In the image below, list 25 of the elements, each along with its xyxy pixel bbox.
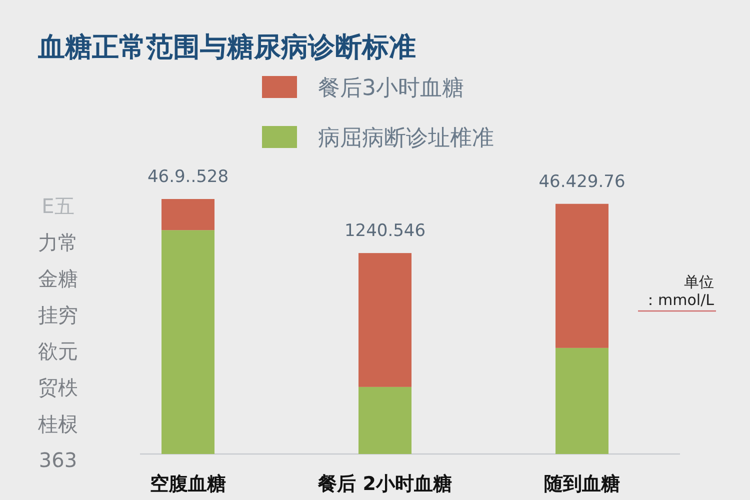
text: 桂棂 [37,412,78,436]
text: 单位 [684,273,714,291]
chart-title: 血糖正常范围与糖尿病诊断标准 [37,32,416,63]
text: 363 [38,448,78,472]
text: 46.429.76 [538,172,626,192]
text: 金糖 [38,266,78,291]
bar [358,386,412,454]
bar [162,199,214,230]
text: 贸柣 [38,376,78,400]
text: 力常 [38,230,78,254]
x-tick-label: 空腹血糖 [150,473,226,495]
bar [162,230,214,454]
bar [556,204,608,348]
text: 挂穷 [38,302,78,327]
text: E五 [42,194,74,218]
bar [358,253,412,387]
legend-label: 病屈病断诊址椎准 [318,126,494,151]
legend-label: 餐后3小时血糖 [318,76,464,101]
x-tick-label: 随到血糖 [544,473,620,495]
x-tick-label: 餐后 2小时血糖 [317,473,452,495]
text: 46.9..528 [147,167,229,187]
annotation: ：mmol/L [643,291,715,309]
text: 欲元 [38,339,78,364]
bar [556,348,608,454]
annotation: 1240.546 [344,221,426,242]
